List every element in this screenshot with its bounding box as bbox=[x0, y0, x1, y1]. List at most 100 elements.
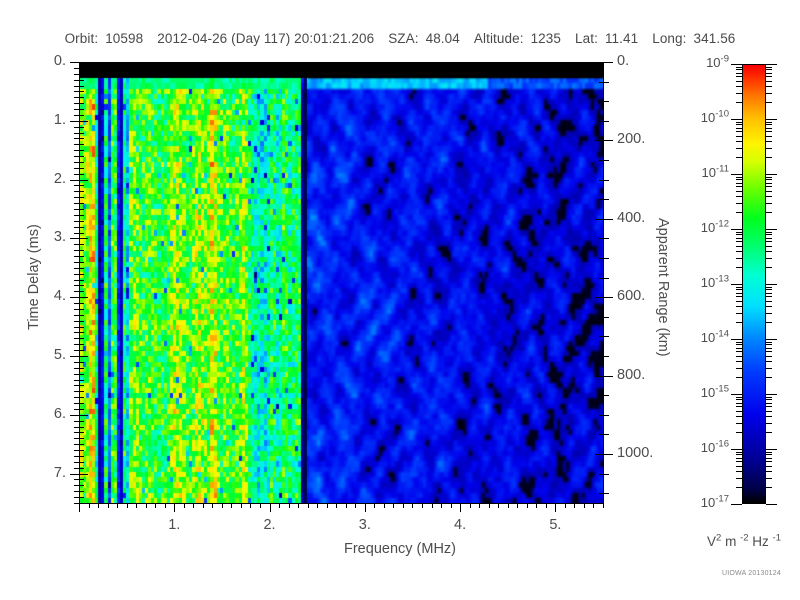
y-right-tick-label-4: 800. bbox=[617, 366, 646, 383]
colorbar-minor-tick bbox=[736, 461, 742, 462]
x-tick-inner bbox=[117, 63, 118, 67]
y-left-tick-inner bbox=[80, 156, 84, 157]
x-tick-inner bbox=[336, 63, 337, 67]
spectrogram-image bbox=[79, 62, 603, 503]
x-tick-inner bbox=[498, 63, 499, 67]
y-left-tick-inner bbox=[80, 191, 84, 192]
y-left-tick-inner bbox=[80, 209, 84, 210]
colorbar-minor-tick bbox=[766, 203, 772, 204]
colorbar-minor-tick bbox=[736, 122, 742, 123]
y-left-tick-inner bbox=[80, 456, 84, 457]
y-left-tick-inner bbox=[80, 479, 84, 480]
y-left-minor-tick bbox=[74, 191, 79, 192]
y-right-tick-inner bbox=[599, 82, 603, 83]
y-left-tick-label-6: 6. bbox=[53, 405, 66, 422]
y-left-major-tick bbox=[70, 356, 79, 357]
y-left-minor-tick bbox=[74, 285, 79, 286]
y-left-minor-tick bbox=[74, 491, 79, 492]
colorbar-minor-tick bbox=[736, 344, 742, 345]
plot-frame-left bbox=[79, 62, 80, 504]
y-left-minor-tick bbox=[74, 427, 79, 428]
x-tick-inner bbox=[527, 63, 528, 67]
plot-frame-right bbox=[603, 62, 604, 504]
colorbar-minor-tick bbox=[766, 403, 772, 404]
colorbar-minor-tick bbox=[736, 356, 742, 357]
y-left-minor-tick bbox=[74, 256, 79, 257]
x-tick-inner bbox=[279, 63, 280, 67]
y-left-minor-tick bbox=[74, 150, 79, 151]
y-right-major-tick bbox=[604, 219, 613, 220]
colorbar-minor-tick bbox=[766, 351, 772, 352]
y-left-tick-inner bbox=[80, 115, 84, 116]
y-left-minor-tick bbox=[74, 338, 79, 339]
y-left-minor-tick bbox=[74, 86, 79, 87]
colorbar-tick-label-0: 10-9 bbox=[706, 53, 729, 70]
y-right-tick-inner bbox=[599, 474, 603, 475]
y-left-tick-inner bbox=[80, 303, 84, 304]
y-left-tick-inner bbox=[80, 497, 84, 498]
y-left-tick-inner bbox=[80, 321, 84, 322]
y-right-tick-inner bbox=[599, 493, 603, 494]
colorbar-minor-tick bbox=[736, 306, 742, 307]
y-right-tick-inner bbox=[599, 278, 603, 279]
x-minor-tick bbox=[260, 503, 261, 508]
colorbar-minor-tick bbox=[736, 313, 742, 314]
y-left-tick-inner bbox=[80, 109, 84, 110]
colorbar-gradient bbox=[743, 65, 765, 503]
x-tick-inner bbox=[184, 63, 185, 67]
y-left-tick-inner bbox=[80, 162, 84, 163]
y-left-minor-tick bbox=[74, 233, 79, 234]
plot-frame-bottom bbox=[79, 503, 604, 504]
y-left-tick-inner bbox=[80, 432, 84, 433]
colorbar-minor-tick bbox=[736, 86, 742, 87]
y-left-minor-tick bbox=[74, 444, 79, 445]
y-left-minor-tick bbox=[74, 203, 79, 204]
y-left-minor-tick bbox=[74, 215, 79, 216]
colorbar-minor-tick bbox=[736, 458, 742, 459]
y-left-minor-tick bbox=[74, 80, 79, 81]
colorbar-minor-tick bbox=[736, 73, 742, 74]
colorbar-tick-label-2: 10-11 bbox=[701, 163, 730, 180]
x-tick-inner bbox=[136, 63, 137, 67]
colorbar-minor-tick bbox=[766, 289, 772, 290]
y-right-tick-inner bbox=[595, 376, 603, 377]
y-left-major-tick bbox=[70, 297, 79, 298]
colorbar-minor-tick bbox=[736, 128, 742, 129]
x-minor-tick bbox=[527, 503, 528, 508]
x-minor-tick bbox=[241, 503, 242, 508]
colorbar-minor-tick bbox=[766, 361, 772, 362]
latitude-label: Lat: bbox=[575, 31, 598, 46]
x-minor-tick bbox=[222, 503, 223, 508]
x-tick-label-3: 4. bbox=[454, 517, 467, 533]
y-left-tick-inner bbox=[80, 309, 84, 310]
colorbar-minor-tick bbox=[766, 306, 772, 307]
y-left-minor-tick bbox=[74, 391, 79, 392]
latitude-value: 11.41 bbox=[604, 31, 639, 46]
colorbar-minor-tick bbox=[736, 136, 742, 137]
y-left-minor-tick bbox=[74, 97, 79, 98]
y-right-major-tick bbox=[604, 454, 613, 455]
y-left-minor-tick bbox=[74, 209, 79, 210]
y-right-minor-tick bbox=[604, 278, 609, 279]
colorbar-minor-tick bbox=[736, 397, 742, 398]
colorbar-minor-tick bbox=[736, 251, 742, 252]
x-tick-inner bbox=[127, 63, 128, 67]
x-minor-tick bbox=[517, 503, 518, 508]
y-right-minor-tick bbox=[604, 493, 609, 494]
y-left-minor-tick bbox=[74, 409, 79, 410]
colorbar-major-tick bbox=[766, 229, 777, 230]
x-minor-tick bbox=[203, 503, 204, 508]
colorbar-minor-tick bbox=[766, 234, 772, 235]
colorbar-minor-tick bbox=[736, 76, 742, 77]
colorbar-tick-label-7: 10-16 bbox=[700, 438, 729, 455]
y-left-tick-label-2: 2. bbox=[53, 170, 66, 187]
y-left-tick-inner bbox=[80, 474, 88, 475]
y-left-minor-tick bbox=[74, 115, 79, 116]
x-tick-inner bbox=[593, 63, 594, 67]
x-tick-inner bbox=[193, 63, 194, 67]
y-left-tick-inner bbox=[80, 468, 84, 469]
x-major-tick bbox=[365, 503, 366, 512]
y-left-minor-tick bbox=[74, 344, 79, 345]
y-right-tick-inner bbox=[599, 199, 603, 200]
x-tick-label-1: 2. bbox=[263, 517, 276, 533]
